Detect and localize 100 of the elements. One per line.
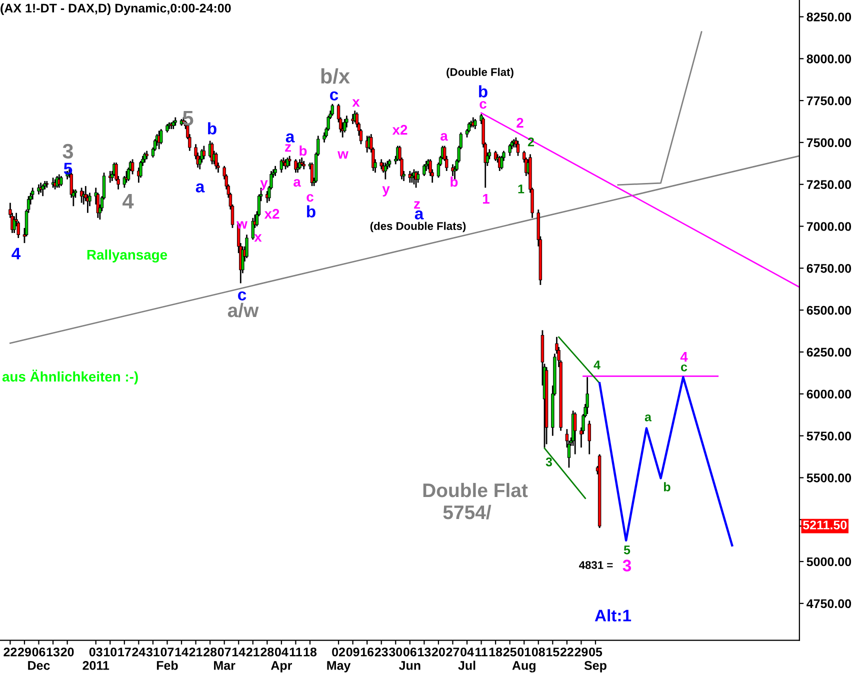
- annotation: 4: [594, 360, 600, 370]
- candlestick: [416, 170, 420, 184]
- x-tick-label: 22: [4, 648, 17, 656]
- annotation: z: [285, 144, 291, 152]
- x-tick-label: 09: [346, 648, 360, 656]
- x-tick-label: 04 Jul: [458, 648, 476, 670]
- annotation: 2: [516, 118, 524, 128]
- candlestick: [508, 143, 512, 157]
- x-tick-label: 22: [560, 648, 574, 656]
- annotation: b/x: [321, 68, 350, 84]
- annotation: a: [644, 414, 652, 422]
- candlestick: [296, 162, 300, 174]
- annotation: b: [208, 122, 216, 134]
- candlestick: [586, 376, 589, 415]
- candlestick: [139, 160, 142, 178]
- x-tick-label: 18: [489, 648, 502, 656]
- annotation: c: [480, 101, 486, 109]
- y-tick-label: 5750.00: [806, 432, 852, 440]
- annotation: b: [450, 176, 458, 187]
- annotation: 4: [12, 248, 21, 260]
- annotation: 5: [182, 111, 194, 126]
- annotation: y: [382, 186, 390, 196]
- y-tick-label: 8000.00: [806, 54, 852, 64]
- x-tick-label: 25: [503, 648, 516, 656]
- annotation: 4: [122, 194, 134, 208]
- annotation: x: [254, 234, 262, 242]
- annotation: c: [306, 194, 314, 202]
- x-tick-label: 18: [304, 648, 317, 656]
- y-tick-label: 4750.00: [806, 599, 852, 608]
- annotation: 5: [624, 546, 630, 554]
- x-tick-label: 15: [546, 648, 560, 656]
- x-tick-label: 11: [475, 648, 488, 656]
- x-tick-label: 14: [175, 648, 188, 656]
- y-tick-label: 5211.50: [803, 520, 847, 530]
- line-series: [598, 376, 734, 547]
- annotation: 1: [518, 184, 524, 194]
- annotation: (des Double Flats): [370, 222, 466, 232]
- candlestick: [474, 118, 477, 130]
- candlestick: [130, 158, 134, 176]
- y-tick-label: 5000.00: [806, 557, 852, 566]
- annotation: Double Flat: [423, 482, 528, 498]
- x-tick-label: 23: [374, 648, 388, 656]
- x-tick-label: 20: [432, 648, 445, 656]
- x-tick-label: 24: [132, 648, 146, 656]
- candlestick: [202, 145, 206, 160]
- x-tick-label: 28: [204, 648, 217, 656]
- x-tick-label: 08: [532, 648, 545, 656]
- annotation: a: [196, 183, 205, 192]
- x-tick-label: 21: [189, 648, 202, 656]
- annotation: b: [307, 205, 316, 218]
- x-tick-label: 20: [60, 648, 74, 656]
- x-tick-label: 14: [232, 648, 246, 656]
- candlestick: [31, 187, 34, 200]
- candlestick: [12, 216, 16, 234]
- annotation: 4831 =: [579, 561, 613, 569]
- annotation: 5: [64, 162, 72, 174]
- y-tick-label: 6500.00: [806, 306, 852, 315]
- annotation: b: [300, 146, 307, 156]
- annotation: a: [294, 179, 301, 187]
- candlestick: [410, 172, 414, 184]
- annotation: x2: [392, 124, 408, 135]
- candlestick: [500, 155, 504, 170]
- annotation: z: [414, 201, 420, 209]
- annotation: c: [238, 291, 246, 300]
- candlestick: [160, 128, 163, 145]
- annotation: c: [330, 91, 338, 100]
- candlestick: [60, 175, 63, 187]
- annotation: c: [681, 364, 688, 372]
- candlestick: [37, 184, 40, 196]
- annotation: Alt:1: [594, 609, 632, 622]
- y-tick-label: 7250.00: [806, 180, 852, 190]
- y-tick-label: 6750.00: [806, 264, 852, 273]
- x-tick-label: 17: [118, 648, 131, 656]
- annotation: a: [414, 210, 424, 220]
- y-tick-label: 7000.00: [806, 222, 852, 231]
- x-tick-label: 21: [246, 648, 260, 656]
- candlestick: [330, 103, 334, 116]
- candlestick: [143, 152, 146, 164]
- x-tick-label: 30: [388, 648, 402, 656]
- candlestick: [298, 158, 302, 170]
- chart-title: (AX 1!-DT - DAX,D) Dynamic,0:00-24:00: [0, 3, 231, 16]
- candlestick: [424, 160, 428, 172]
- annotation: x2: [264, 208, 280, 219]
- annotation: b: [479, 85, 488, 98]
- y-tick-label: 5500.00: [806, 474, 852, 482]
- y-tick-label: 6250.00: [806, 348, 852, 357]
- y-tick-label: 6000.00: [806, 390, 852, 399]
- candlestick: [345, 114, 348, 128]
- annotation: w: [338, 151, 348, 159]
- candlestick: [343, 118, 346, 134]
- x-tick-label: 13: [418, 648, 431, 656]
- annotation: (Double Flat): [446, 68, 514, 78]
- annotation: b: [664, 482, 670, 492]
- candlestick: [322, 132, 326, 144]
- x-tick-label: 28: [260, 648, 274, 656]
- y-tick-label: 7500.00: [806, 138, 852, 148]
- annotation: a: [440, 133, 448, 141]
- candlestick: [588, 420, 591, 455]
- annotation: a: [286, 133, 295, 142]
- annotation: 4: [680, 352, 688, 362]
